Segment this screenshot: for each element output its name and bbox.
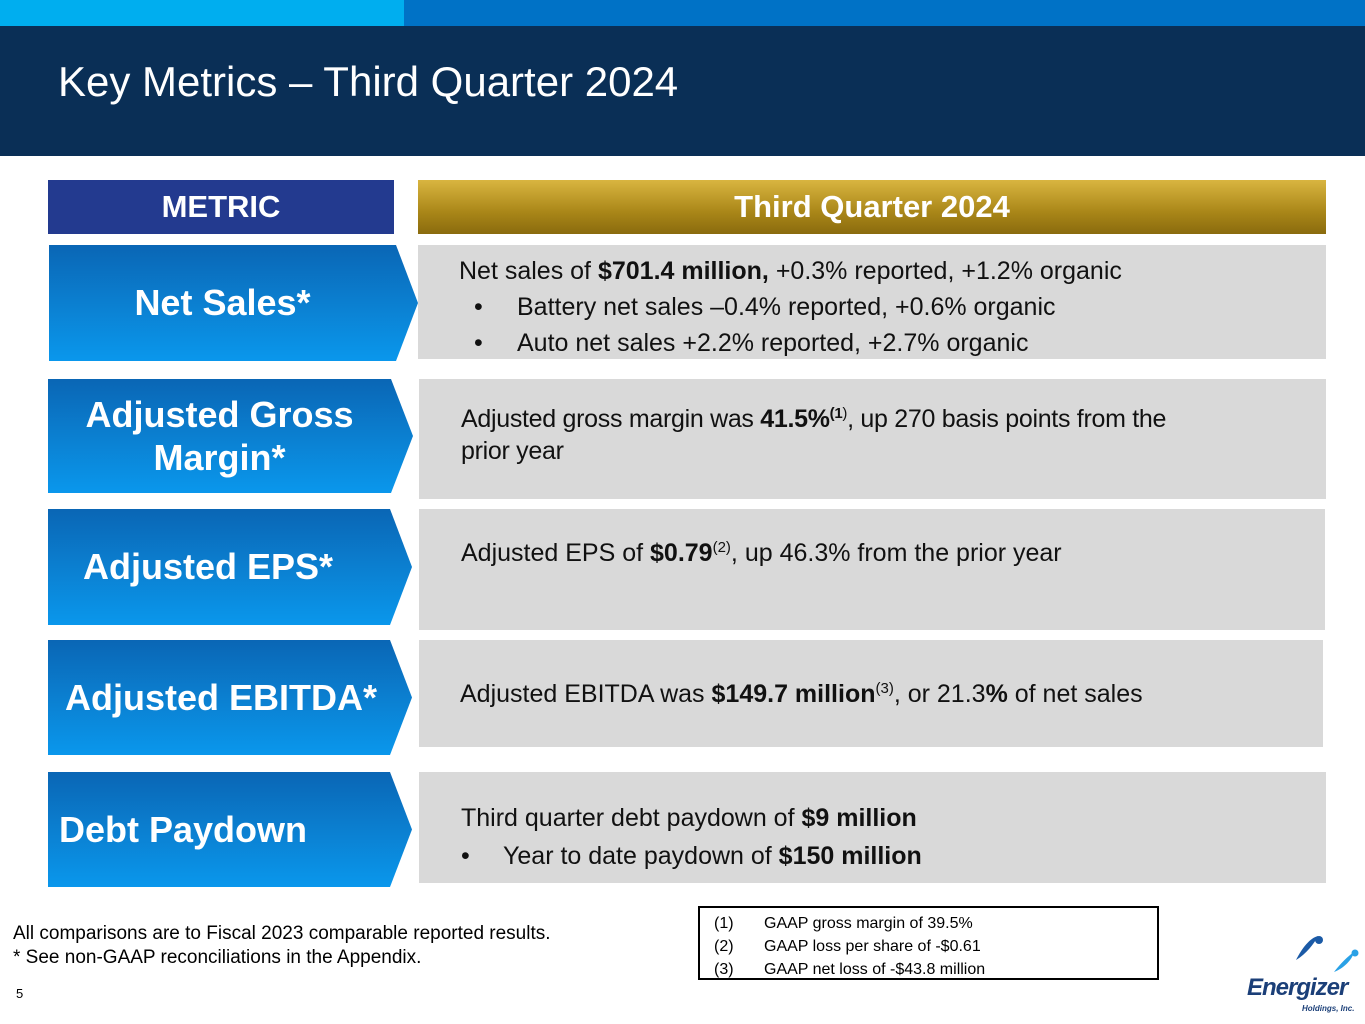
metric-debt-paydown: Debt Paydown [48,772,412,887]
metric-adjusted-ebitda: Adjusted EBITDA* [48,640,412,755]
eps-text: Adjusted EPS of $0.79(2), up 46.3% from … [461,539,1062,567]
metric-label-line2: Margin* [153,437,286,478]
debt-text: Third quarter debt paydown of $9 million [461,804,917,832]
gross-margin-text-line2: prior year [461,437,564,465]
gross-margin-text: Adjusted gross margin was 41.5%(1), up 2… [461,405,1167,433]
non-gaap-note: * See non-GAAP reconciliations in the Ap… [13,947,422,968]
metric-column-header: METRIC [48,180,394,234]
top-accent-bar-light [0,0,404,26]
metric-net-sales: Net Sales* [49,245,418,361]
metric-label: Net Sales* [134,282,311,324]
metric-adjusted-eps: Adjusted EPS* [48,509,412,625]
metric-label: Adjusted EPS* [83,546,334,588]
energizer-logo: Energizer Holdings, Inc. [1240,932,1362,1016]
panel-gross-margin [419,379,1326,499]
metric-label-line1: Adjusted Gross [85,393,354,435]
slide-title: Key Metrics – Third Quarter 2024 [58,58,679,105]
page-number: 5 [16,986,24,1001]
slide-header [0,26,1365,156]
top-accent-bar-dark [404,0,1365,26]
panel-net-sales [418,245,1326,359]
ebitda-text: Adjusted EBITDA was $149.7 million(3), o… [460,680,1143,708]
footnote-row: (3) GAAP net loss of -$43.8 million [714,961,986,978]
net-sales-auto-bullet: Auto net sales +2.2% reported, +2.7% org… [517,329,1029,357]
logo-mark-icon [1296,936,1359,972]
footnote-row: (1) GAAP gross margin of 39.5% [714,915,973,932]
panel-debt [419,772,1326,883]
bullet-icon: • [461,842,470,870]
logo-wordmark: Energizer [1247,974,1348,1001]
debt-ytd-bullet: Year to date paydown of $150 million [503,842,922,870]
footnotes-box: (1) GAAP gross margin of 39.5% (2) GAAP lo… [698,906,1159,980]
footnote-row: (2) GAAP loss per share of -$0.61 [714,938,981,955]
bullet-icon: • [474,329,483,357]
logo-subtitle: Holdings, Inc. [1302,1004,1355,1013]
bullet-icon: • [474,293,483,321]
metric-adjusted-gross-margin: Adjusted Gross Margin* [48,379,413,493]
panel-eps [419,509,1325,630]
quarter-column-header: Third Quarter 2024 [418,180,1326,234]
metric-label: Adjusted EBITDA* [65,676,378,718]
metric-label: Debt Paydown [59,808,308,850]
net-sales-text: Net sales of $701.4 million, +0.3% repor… [459,257,1122,285]
comparison-note: All comparisons are to Fiscal 2023 compa… [13,923,551,944]
panel-ebitda [419,640,1323,747]
net-sales-battery-bullet: Battery net sales –0.4% reported, +0.6% … [517,293,1056,321]
